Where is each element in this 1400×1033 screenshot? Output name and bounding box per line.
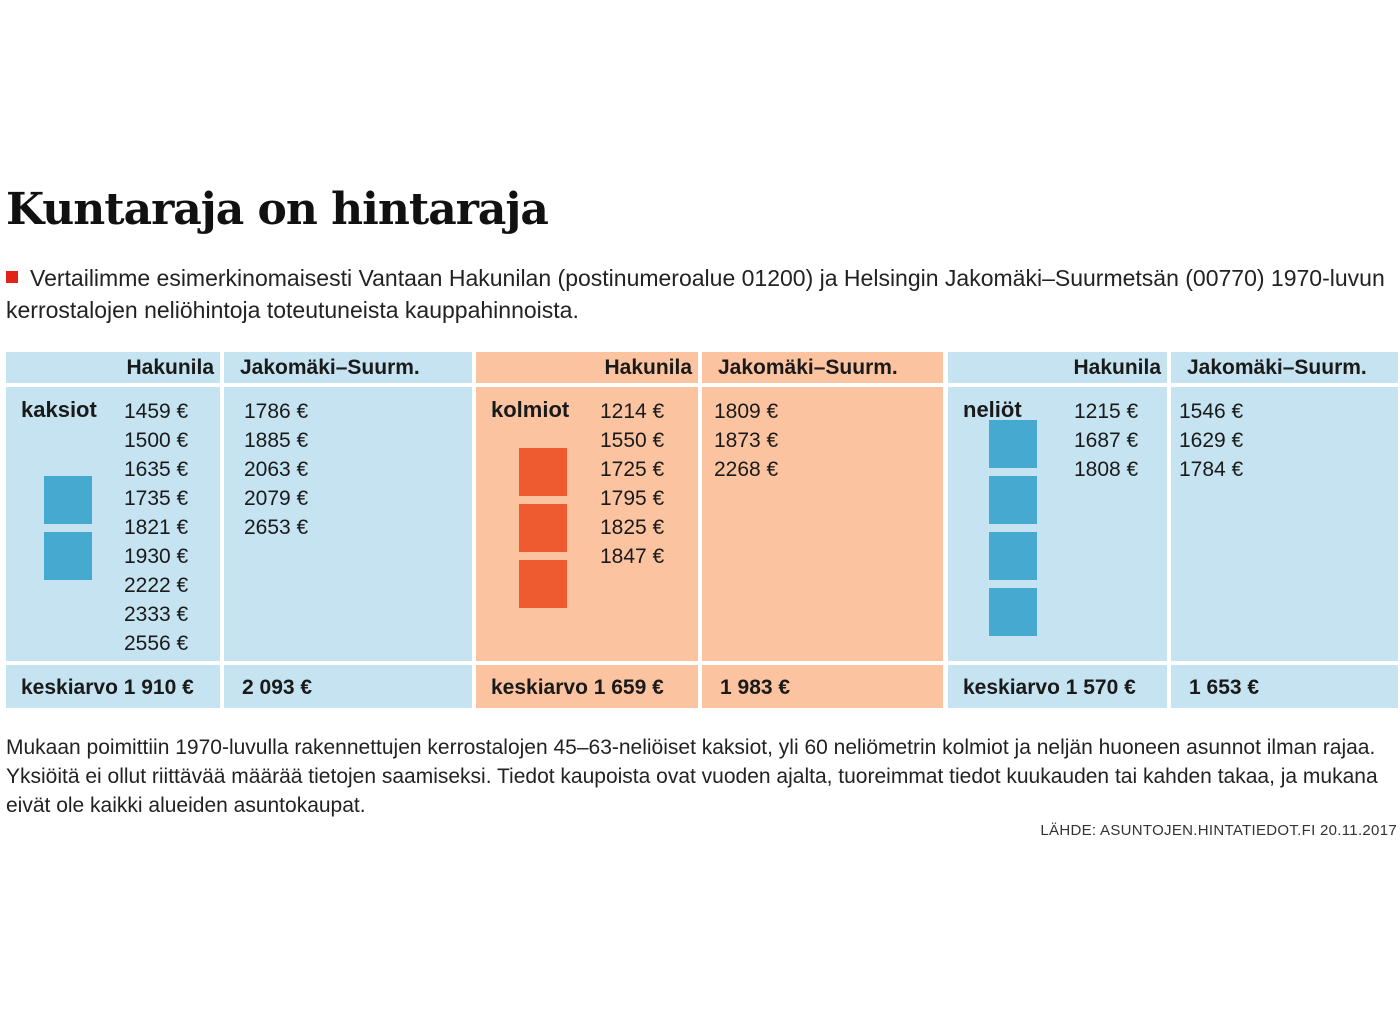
- price-value: 1735 €: [124, 487, 189, 510]
- column-header-hakunila: Hakunila: [476, 352, 698, 383]
- room-count-square-icon: [989, 588, 1037, 636]
- price-value: 1825 €: [600, 516, 665, 539]
- price-value: 1629 €: [1179, 429, 1244, 452]
- room-type-label: kolmiot: [491, 397, 570, 422]
- room-count-square-icon: [519, 448, 567, 496]
- room-count-square-icon: [989, 420, 1037, 468]
- hakunila-average: keskiarvo 1 910 €: [6, 665, 220, 708]
- column-header-jakomaki: Jakomäki–Suurm.: [224, 352, 472, 383]
- jakomaki-average: 1 653 €: [1171, 665, 1398, 708]
- room-type-label: kaksiot: [21, 397, 97, 422]
- price-value: 2079 €: [244, 487, 309, 510]
- column-header-jakomaki: Jakomäki–Suurm.: [702, 352, 943, 383]
- jakomaki-price-list: 1809 € 1873 € 2268 €: [714, 397, 778, 484]
- room-count-square-icon: [989, 476, 1037, 524]
- room-count-square-icon: [44, 476, 92, 524]
- price-value: 1687 €: [1074, 429, 1139, 452]
- chart-title: Kuntaraja on hintaraja: [6, 184, 549, 235]
- price-value: 1459 €: [124, 400, 189, 423]
- jakomaki-prices-cell: 1546 € 1629 € 1784 €: [1171, 387, 1398, 661]
- room-count-square-icon: [519, 504, 567, 552]
- hakunila-price-list: 1214 € 1550 € 1725 € 1795 € 1825 € 1847 €: [600, 397, 664, 571]
- source-credit: LÄHDE: ASUNTOJEN.HINTATIEDOT.FI 20.11.20…: [1040, 822, 1397, 839]
- room-count-square-icon: [519, 560, 567, 608]
- panel-neliöt: Hakunila Jakomäki–Suurm. neliöt 1215 € 1687 …: [948, 352, 1398, 708]
- price-value: 1550 €: [600, 429, 665, 452]
- intro-text-content: Vertailimme esimerkinomaisesti Vantaan H…: [6, 265, 1385, 323]
- footnote-text: Mukaan poimittiin 1970-luvulla rakennett…: [6, 736, 1378, 817]
- price-value: 2063 €: [244, 458, 309, 481]
- hakunila-price-list: 1459 € 1500 € 1635 € 1735 € 1821 € 1930 € 2222…: [124, 397, 188, 658]
- jakomaki-average: 2 093 €: [224, 665, 472, 708]
- panel-kolmiot: Hakunila Jakomäki–Suurm. kolmiot 1214 € 1550…: [476, 352, 943, 708]
- price-value: 1930 €: [124, 545, 189, 568]
- panel-kaksiot: Hakunila Jakomäki–Suurm. kaksiot 1459 € 1500…: [6, 352, 472, 708]
- hakunila-prices-cell: kaksiot 1459 € 1500 € 1635 € 1735 € 1821 € 193…: [6, 387, 220, 661]
- red-square-bullet-icon: [6, 271, 18, 283]
- price-value: 1885 €: [244, 429, 309, 452]
- jakomaki-price-list: 1546 € 1629 € 1784 €: [1179, 397, 1243, 484]
- jakomaki-prices-cell: 1786 € 1885 € 2063 € 2079 € 2653 €: [224, 387, 472, 661]
- jakomaki-prices-cell: 1809 € 1873 € 2268 €: [702, 387, 943, 661]
- price-value: 1635 €: [124, 458, 189, 481]
- jakomaki-price-list: 1786 € 1885 € 2063 € 2079 € 2653 €: [244, 397, 308, 542]
- column-header-jakomaki: Jakomäki–Suurm.: [1171, 352, 1398, 383]
- price-value: 1873 €: [714, 429, 779, 452]
- room-count-square-icon: [989, 532, 1037, 580]
- price-value: 1725 €: [600, 458, 665, 481]
- hakunila-average: keskiarvo 1 570 €: [948, 665, 1167, 708]
- price-value: 1500 €: [124, 429, 189, 452]
- price-value: 2556 €: [124, 632, 189, 655]
- hakunila-prices-cell: kolmiot 1214 € 1550 € 1725 € 1795 € 1825 € 184…: [476, 387, 698, 661]
- hakunila-price-list: 1215 € 1687 € 1808 €: [1074, 397, 1138, 484]
- price-value: 1786 €: [244, 400, 309, 423]
- price-value: 2333 €: [124, 603, 189, 626]
- hakunila-average: keskiarvo 1 659 €: [476, 665, 698, 708]
- price-value: 1546 €: [1179, 400, 1244, 423]
- price-value: 1215 €: [1074, 400, 1139, 423]
- jakomaki-average: 1 983 €: [702, 665, 943, 708]
- price-value: 1808 €: [1074, 458, 1139, 481]
- price-value: 2268 €: [714, 458, 779, 481]
- price-value: 1821 €: [124, 516, 189, 539]
- room-count-square-icon: [44, 532, 92, 580]
- column-header-hakunila: Hakunila: [948, 352, 1167, 383]
- price-value: 1784 €: [1179, 458, 1244, 481]
- price-value: 2653 €: [244, 516, 309, 539]
- price-value: 2222 €: [124, 574, 189, 597]
- hakunila-prices-cell: neliöt 1215 € 1687 € 1808 €: [948, 387, 1167, 661]
- price-value: 1795 €: [600, 487, 665, 510]
- room-type-label: neliöt: [963, 397, 1022, 422]
- price-value: 1847 €: [600, 545, 665, 568]
- intro-text: Vertailimme esimerkinomaisesti Vantaan H…: [6, 262, 1394, 326]
- price-value: 1214 €: [600, 400, 665, 423]
- column-header-hakunila: Hakunila: [6, 352, 220, 383]
- price-value: 1809 €: [714, 400, 779, 423]
